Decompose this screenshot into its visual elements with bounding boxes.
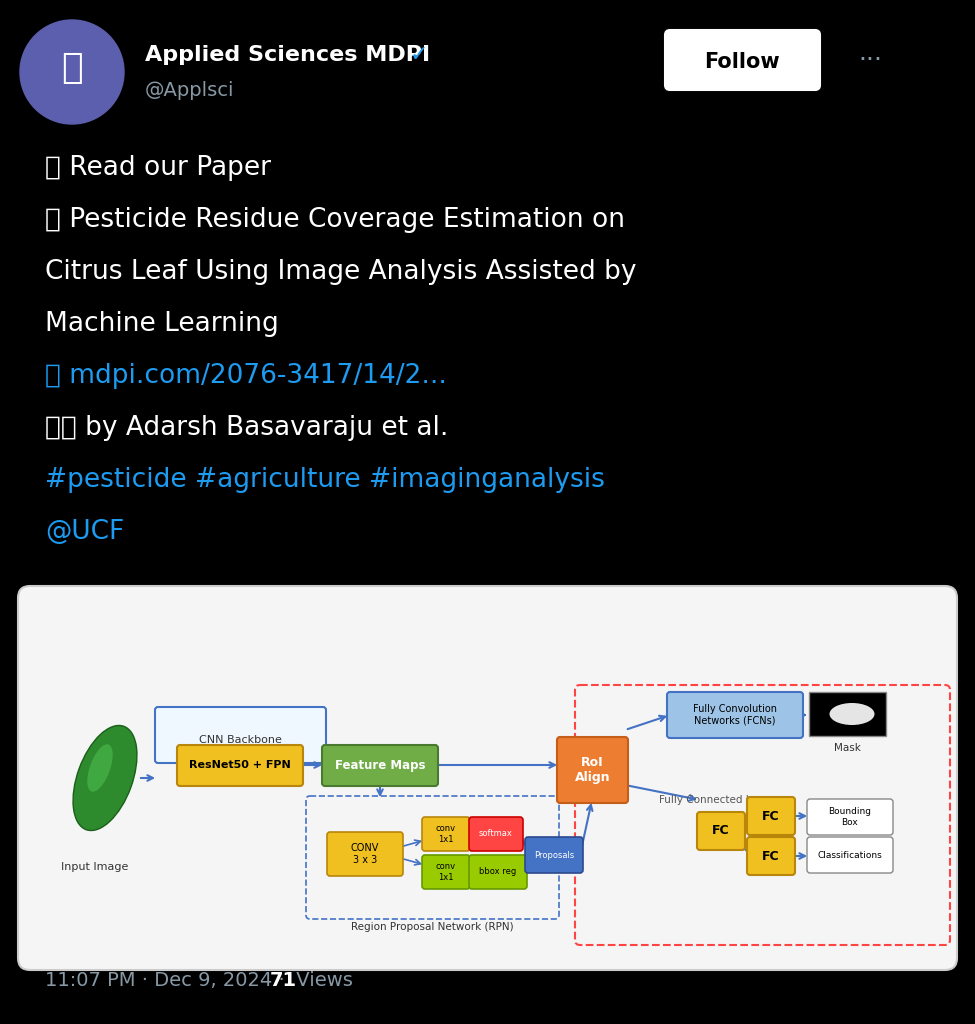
Text: Region Proposal Network (RPN): Region Proposal Network (RPN): [351, 922, 513, 932]
Text: ResNet50 + FPN: ResNet50 + FPN: [189, 761, 291, 770]
Ellipse shape: [88, 744, 113, 792]
Text: Views: Views: [290, 971, 353, 989]
FancyBboxPatch shape: [697, 812, 745, 850]
Ellipse shape: [830, 703, 875, 725]
Text: Follow: Follow: [704, 52, 780, 72]
Text: RoI
Align: RoI Align: [574, 756, 610, 784]
Text: 🔥 Read our Paper: 🔥 Read our Paper: [45, 155, 271, 181]
FancyBboxPatch shape: [525, 837, 583, 873]
FancyBboxPatch shape: [18, 586, 957, 970]
Text: FC: FC: [712, 824, 730, 838]
Text: Mask: Mask: [834, 743, 860, 753]
Text: Applied Sciences MDPI: Applied Sciences MDPI: [145, 45, 430, 65]
Text: @Applsci: @Applsci: [145, 81, 235, 99]
Text: FC: FC: [762, 850, 780, 862]
Text: 71: 71: [270, 971, 297, 989]
Text: Fully Connected Layers: Fully Connected Layers: [659, 795, 781, 805]
Text: 🧪: 🧪: [61, 51, 83, 85]
Text: Fully Convolution
Networks (FCNs): Fully Convolution Networks (FCNs): [693, 705, 777, 726]
Circle shape: [20, 20, 124, 124]
Text: Proposals: Proposals: [534, 851, 574, 859]
Text: conv
1x1: conv 1x1: [436, 824, 456, 844]
Text: 📚 Pesticide Residue Coverage Estimation on: 📚 Pesticide Residue Coverage Estimation …: [45, 207, 625, 233]
Text: 🧑‍🔬 by Adarsh Basavaraju et al.: 🧑‍🔬 by Adarsh Basavaraju et al.: [45, 415, 449, 441]
Text: Machine Learning: Machine Learning: [45, 311, 279, 337]
Text: Bounding
Box: Bounding Box: [829, 807, 872, 826]
Text: FC: FC: [762, 810, 780, 822]
FancyBboxPatch shape: [155, 707, 326, 763]
Text: #pesticide #agriculture #imaginganalysis: #pesticide #agriculture #imaginganalysis: [45, 467, 604, 493]
Text: CONV
3 x 3: CONV 3 x 3: [351, 843, 379, 865]
Text: 🔗 mdpi.com/2076-3417/14/2...: 🔗 mdpi.com/2076-3417/14/2...: [45, 362, 447, 389]
Text: ···: ···: [858, 48, 882, 72]
FancyBboxPatch shape: [667, 692, 803, 738]
FancyBboxPatch shape: [747, 797, 795, 835]
Text: Classifications: Classifications: [818, 851, 882, 859]
FancyBboxPatch shape: [322, 745, 438, 786]
Text: Input Image: Input Image: [61, 862, 129, 872]
FancyBboxPatch shape: [422, 855, 470, 889]
FancyBboxPatch shape: [665, 30, 820, 90]
Ellipse shape: [73, 725, 136, 830]
FancyBboxPatch shape: [469, 855, 527, 889]
Text: CNN Backbone: CNN Backbone: [199, 735, 282, 745]
FancyBboxPatch shape: [807, 837, 893, 873]
FancyBboxPatch shape: [809, 692, 886, 736]
Text: bbox reg: bbox reg: [480, 867, 517, 877]
Text: softmax: softmax: [479, 829, 513, 839]
Text: Citrus Leaf Using Image Analysis Assisted by: Citrus Leaf Using Image Analysis Assiste…: [45, 259, 637, 285]
FancyBboxPatch shape: [422, 817, 470, 851]
Text: conv
1x1: conv 1x1: [436, 862, 456, 882]
FancyBboxPatch shape: [327, 831, 403, 876]
FancyBboxPatch shape: [469, 817, 523, 851]
FancyBboxPatch shape: [557, 737, 628, 803]
Text: @UCF: @UCF: [45, 519, 124, 545]
Text: 11:07 PM · Dec 9, 2024 ·: 11:07 PM · Dec 9, 2024 ·: [45, 971, 291, 989]
FancyBboxPatch shape: [747, 837, 795, 874]
FancyBboxPatch shape: [177, 745, 303, 786]
Text: Feature Maps: Feature Maps: [334, 759, 425, 772]
FancyBboxPatch shape: [807, 799, 893, 835]
Text: ✓: ✓: [410, 45, 429, 65]
